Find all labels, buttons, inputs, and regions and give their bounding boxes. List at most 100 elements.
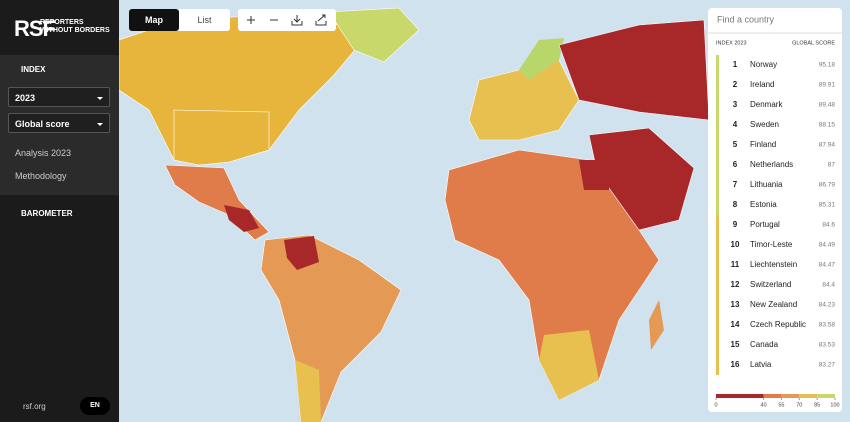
search-input[interactable]: Find a country — [717, 14, 775, 24]
tool-icons — [247, 14, 327, 26]
score: 83.53 — [819, 342, 836, 349]
score: 89.48 — [819, 102, 836, 109]
score-bar — [716, 275, 719, 295]
list-tab[interactable]: List — [197, 15, 212, 25]
country: Czech Republic — [750, 320, 806, 329]
logo-text: REPORTERS WITHOUT BORDERS — [40, 19, 110, 35]
score: 84.23 — [819, 302, 836, 309]
score-bar — [716, 215, 719, 235]
country: Norway — [750, 60, 777, 69]
site-link[interactable]: rsf.org — [23, 402, 46, 411]
rank: 7 — [733, 180, 738, 189]
language-button[interactable]: EN — [80, 397, 110, 415]
score: 86.79 — [819, 182, 836, 189]
year-select[interactable]: 2023 — [8, 87, 110, 107]
index-label[interactable]: INDEX — [21, 65, 46, 74]
score: 84.6 — [822, 222, 835, 229]
barometer-label[interactable]: BAROMETER — [21, 209, 73, 218]
sidebar: RSF REPORTERS WITHOUT BORDERS INDEX 2023 … — [0, 0, 119, 422]
rank: 2 — [733, 80, 738, 89]
legend-segment — [716, 394, 764, 398]
score: 87 — [828, 162, 836, 169]
country: Ireland — [750, 80, 774, 89]
country: Canada — [750, 340, 779, 349]
map-tab[interactable]: Map — [129, 9, 179, 31]
rank: 1 — [733, 60, 738, 69]
country: Estonia — [750, 200, 777, 209]
rank: 10 — [731, 240, 740, 249]
legend-label: 70 — [796, 402, 802, 408]
score: 95.18 — [819, 62, 836, 69]
country: Lithuania — [750, 180, 783, 189]
rank: 15 — [731, 340, 740, 349]
legend-segment — [763, 394, 782, 398]
methodology-link[interactable]: Methodology — [15, 171, 67, 181]
map-tools — [238, 9, 336, 31]
country: Switzerland — [750, 280, 791, 289]
score-bar — [716, 195, 719, 215]
rank: 11 — [731, 260, 740, 269]
view-tabs: Map List — [129, 9, 230, 31]
legend-label: 0 — [714, 402, 717, 408]
score-bar — [716, 95, 719, 115]
rank: 16 — [731, 360, 740, 369]
score: 83.58 — [819, 322, 836, 329]
score-bar — [716, 135, 719, 155]
download[interactable] — [291, 15, 303, 26]
score-bar — [716, 235, 719, 255]
legend-segment — [781, 394, 800, 398]
legend-label: 55 — [778, 402, 784, 408]
share[interactable] — [315, 14, 327, 26]
score-bar — [716, 115, 719, 135]
score-bar — [716, 315, 719, 335]
rank: 6 — [733, 160, 738, 169]
score-bar — [716, 355, 719, 375]
country: Timor-Leste — [750, 240, 793, 249]
legend-label: 100 — [830, 402, 839, 408]
country: Liechtenstein — [750, 260, 797, 269]
score-bar — [716, 295, 719, 315]
score: 87.94 — [819, 142, 836, 149]
score-bar — [716, 255, 719, 275]
logo-line: WITHOUT BORDERS — [40, 27, 110, 34]
rank: 8 — [733, 200, 738, 209]
rank: 3 — [733, 100, 738, 109]
score: 84.47 — [819, 262, 836, 269]
score: 88.15 — [819, 122, 836, 129]
score: 84.49 — [819, 242, 836, 249]
legend-label: 85 — [814, 402, 820, 408]
rank: 4 — [733, 120, 738, 129]
legend-segment — [817, 394, 835, 398]
ranking-panel: Find a country INDEX 2023 GLOBAL SCORE 1… — [708, 8, 842, 412]
score: 85.31 — [819, 202, 836, 209]
score-bar — [716, 55, 719, 75]
score: 89.91 — [819, 82, 836, 89]
logo-mark: RSF — [14, 16, 56, 41]
country: Latvia — [750, 360, 772, 369]
rank: 13 — [731, 300, 740, 309]
ranking: Find a country INDEX 2023 GLOBAL SCORE 1… — [708, 14, 842, 408]
legend-segment — [799, 394, 818, 398]
rank: 12 — [731, 280, 740, 289]
country: Denmark — [750, 100, 783, 109]
legend-label: 40 — [761, 402, 767, 408]
zoom-in[interactable] — [247, 16, 255, 24]
logo-line: REPORTERS — [40, 19, 84, 26]
score: 83.27 — [819, 362, 836, 369]
rank: 5 — [733, 140, 738, 149]
score: 84.4 — [822, 282, 835, 289]
score-header: GLOBAL SCORE — [792, 40, 835, 46]
country: Sweden — [750, 120, 779, 129]
score-bar — [716, 335, 719, 355]
index-header: INDEX 2023 — [716, 40, 747, 46]
score-bar — [716, 75, 719, 95]
rank: 14 — [731, 320, 740, 329]
country: Finland — [750, 140, 776, 149]
indicator-select[interactable]: Global score — [8, 113, 110, 133]
country: Netherlands — [750, 160, 793, 169]
index-section: INDEX 2023 Global score Analysis 2023 Me… — [0, 55, 119, 195]
analysis-link[interactable]: Analysis 2023 — [15, 148, 72, 158]
score-bar — [716, 175, 719, 195]
score-bar — [716, 155, 719, 175]
